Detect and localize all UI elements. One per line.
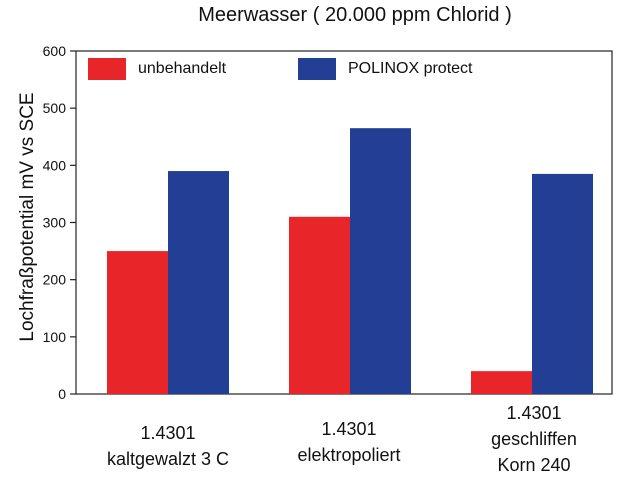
bar-polinox-2 <box>350 128 411 395</box>
legend-swatch-unbehandelt <box>88 58 126 80</box>
y-tick-label-400: 400 <box>43 157 67 173</box>
legend-item-unbehandelt: unbehandelt <box>88 58 226 80</box>
y-tick-label-500: 500 <box>43 100 67 116</box>
y-tick-label-100: 100 <box>43 329 67 345</box>
y-tick-label-300: 300 <box>43 215 67 231</box>
legend-item-polinox: POLINOX protect <box>298 58 473 80</box>
category-label-3: 1.4301 geschliffen Korn 240 <box>449 400 619 478</box>
legend-swatch-polinox <box>298 58 336 80</box>
category-label-1-line1: 1.4301 <box>140 423 196 443</box>
bar-polinox-3 <box>532 173 593 394</box>
bar-polinox-1 <box>168 171 229 394</box>
category-label-3-line2: geschliffen <box>491 429 577 449</box>
y-axis-label: Lochfraßpotential mV vs SCE <box>17 92 38 342</box>
category-label-2-line1: 1.4301 <box>321 419 377 439</box>
bar-unbehandelt-3 <box>471 371 532 394</box>
category-label-1-line2: kaltgewalzt 3 C <box>106 449 230 469</box>
chart-title: Meerwasser ( 20.000 ppm Chlorid ) <box>198 4 512 26</box>
y-tick-label-600: 600 <box>43 43 67 59</box>
bar-unbehandelt-1 <box>107 251 168 394</box>
category-label-3-line3: Korn 240 <box>497 455 571 475</box>
y-tick-label-0: 0 <box>58 386 66 402</box>
legend-label-polinox: POLINOX protect <box>348 60 473 77</box>
category-label-1: 1.4301 kaltgewalzt 3 C <box>83 420 253 472</box>
category-label-3-line1: 1.4301 <box>506 403 562 423</box>
bar-unbehandelt-2 <box>289 216 350 394</box>
y-tick-label-200: 200 <box>43 272 67 288</box>
category-label-2: 1.4301 elektropoliert <box>264 416 434 468</box>
category-label-2-line2: elektropoliert <box>297 445 401 465</box>
legend-label-unbehandelt: unbehandelt <box>138 60 227 77</box>
